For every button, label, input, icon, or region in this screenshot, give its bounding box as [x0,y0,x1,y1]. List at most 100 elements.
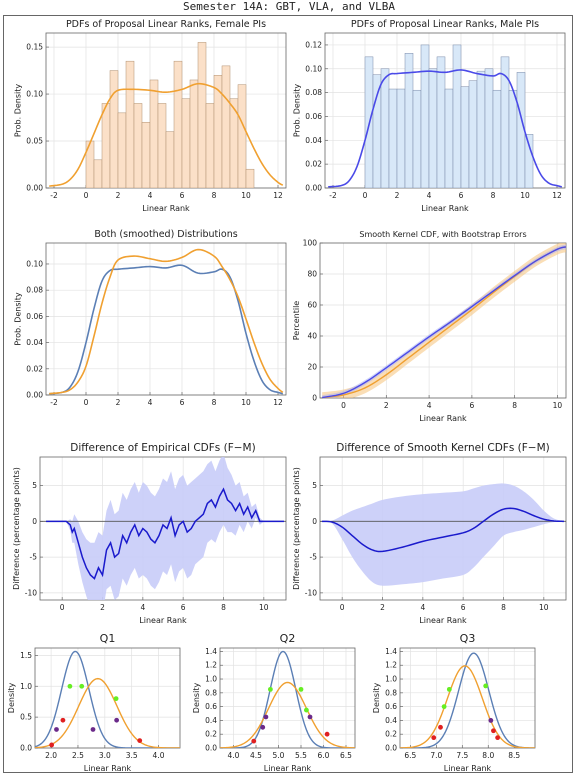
diff-kernel-xtick-label: 4 [420,603,425,612]
q3-ytick-label: 1.2 [385,661,397,670]
figure-frame [3,15,573,773]
both-smoothed-ytick-label: 0.04 [26,338,43,347]
male-hist-bar [508,89,518,188]
diff-empirical-xtick-label: 0 [60,603,65,612]
kernel-cdf-xtick-label: 2 [384,401,389,410]
q1-chart: 2.0 2.5 3.0 3.5 4.0 0.0 0.5 1.0 1.5 Q1 Linear Rank… [7,632,181,773]
q2-ytick-label: 0.0 [205,744,217,753]
q1-xlabel: Linear Rank [84,764,132,773]
female-hist-bar [101,103,111,188]
diff-empirical-xtick-label: 6 [181,603,186,612]
q2-chart: 4.0 4.5 5.0 5.5 6.0 6.5 0.0 0.2 0.4 0.6 0.8 1.0 1.2 1… [192,632,356,773]
q2-quantile-point [260,724,266,730]
both-smoothed-xtick-label: 2 [116,398,121,407]
q2-xtick-label: 4.0 [228,751,240,760]
male-hist-bar [380,68,390,188]
diff-empirical-error-band [46,457,284,600]
q1-quantile-point [60,717,66,723]
diff-empirical-ytick-label: 5 [32,481,37,490]
q3-xtick-label: 8.5 [508,751,520,760]
male-hist-ytick-label: 0.10 [305,64,322,73]
diff-kernel-xtick-label: 0 [340,603,345,612]
diff-kernel-xtick-label: 6 [461,603,466,612]
female-hist-bar [133,103,143,188]
q2-ytick-label: 0.2 [205,730,217,739]
female-hist-bar [157,103,167,188]
male-hist-ytick-label: 0.00 [305,184,322,193]
q2-ytick-label: 1.0 [205,675,217,684]
kernel-cdf-title: Smooth Kernel CDF, with Bootstrap Errors [359,230,526,239]
both-smoothed-xtick-label: 12 [273,398,283,407]
q1-ylabel: Density [7,683,16,714]
q3-ytick-label: 0.8 [385,688,397,697]
q1-quantile-point [137,738,143,743]
q3-quantile-point [446,686,452,692]
q2-xtick-label: 6.5 [340,751,352,760]
q3-series-female [400,665,535,748]
male-hist-bar [492,89,502,188]
diff-empirical-chart: 0 2 4 6 8 10 -10 -5 0 5 Difference of Empirical CD… [12,442,287,625]
diff-empirical-xtick-label: 8 [221,603,226,612]
q3-ytick-label: 0.2 [385,730,397,739]
female-hist-xtick-label: 6 [180,191,185,200]
q1-plot-frame [34,647,181,749]
q2-ytick-label: 0.8 [205,688,217,697]
q2-quantile-point [298,686,304,692]
male-hist-xtick-label: 6 [459,191,464,200]
both-smoothed-xtick-label: 4 [148,398,153,407]
both-smoothed-chart: -2 0 2 4 6 8 10 12 0.00 0.02 0.04 0.06 0.08 0.10 Both … [13,229,287,407]
q2-xlabel: Linear Rank [264,764,312,773]
female-hist-bar [221,65,231,188]
q1-quantile-point [54,727,59,732]
q1-xtick-label: 3.0 [99,751,111,760]
q2-ytick-label: 0.6 [205,702,217,711]
q2-title: Q2 [280,632,296,645]
q1-title: Q1 [100,632,116,645]
male-hist-bar [436,56,446,188]
diff-empirical-xtick-label: 2 [100,603,105,612]
male-hist-bar [388,88,398,188]
female-hist-title: PDFs of Proposal Linear Ranks, Female PI… [66,19,266,30]
q3-plot-area [400,652,535,748]
male-hist-bar [468,80,478,188]
both-smoothed-series-male [49,264,283,395]
q3-xlabel: Linear Rank [444,764,492,773]
diff-kernel-diff-line [321,507,564,553]
q3-quantile-point [441,704,447,710]
q2-ytick-label: 1.4 [205,647,217,656]
diff-kernel-ytick-label: 0 [312,517,317,526]
kernel-cdf-ytick-label: 20 [307,363,317,372]
female-hist-bar [165,131,175,188]
female-hist-ytick-label: 0.10 [26,90,43,99]
female-hist-xtick-label: 4 [148,191,153,200]
q2-quantile-point [263,714,269,720]
diff-empirical-plot-frame [39,456,287,601]
q2-plot-area [220,650,355,748]
diff-kernel-title: Difference of Smooth Kernel CDFs (F−M) [336,442,549,454]
both-smoothed-xtick-label: 8 [212,398,217,407]
q3-chart: 6.5 7.0 7.5 8.0 8.5 0.0 0.2 0.4 0.6 0.8 1.0 1.2 1.4 Q… [372,632,536,773]
male-hist-ytick-label: 0.06 [305,112,322,121]
male-hist-bar [476,70,486,188]
male-hist-bar [372,74,382,188]
kernel-cdf-xlabel: Linear Rank [419,414,467,423]
male-hist-xtick-label: 0 [363,191,368,200]
q2-quantile-point [304,707,309,713]
q1-quantile-point [79,683,85,689]
kernel-cdf-ylabel: Percentile [292,301,301,341]
q2-ylabel: Density [192,683,201,714]
diff-empirical-ytick-label: -10 [25,588,37,597]
female-hist-plot-area [49,42,284,188]
q1-ytick-label: 1.5 [20,651,32,660]
q3-ytick-label: 0.6 [385,702,397,711]
diff-empirical-xlabel: Linear Rank [139,616,187,625]
q3-quantile-point [491,728,496,734]
both-smoothed-ytick-label: 0.10 [26,259,43,268]
female-hist-chart: -2 0 2 4 6 8 10 12 0.00 0.05 0.10 0.15 PDFs of Propo… [13,19,287,213]
female-hist-kde-line [49,82,284,187]
q2-xtick-label: 6.0 [318,751,330,760]
q1-ytick-label: 0.5 [20,713,32,722]
q2-xtick-label: 5.5 [295,751,307,760]
q1-xtick-label: 4.0 [153,751,165,760]
